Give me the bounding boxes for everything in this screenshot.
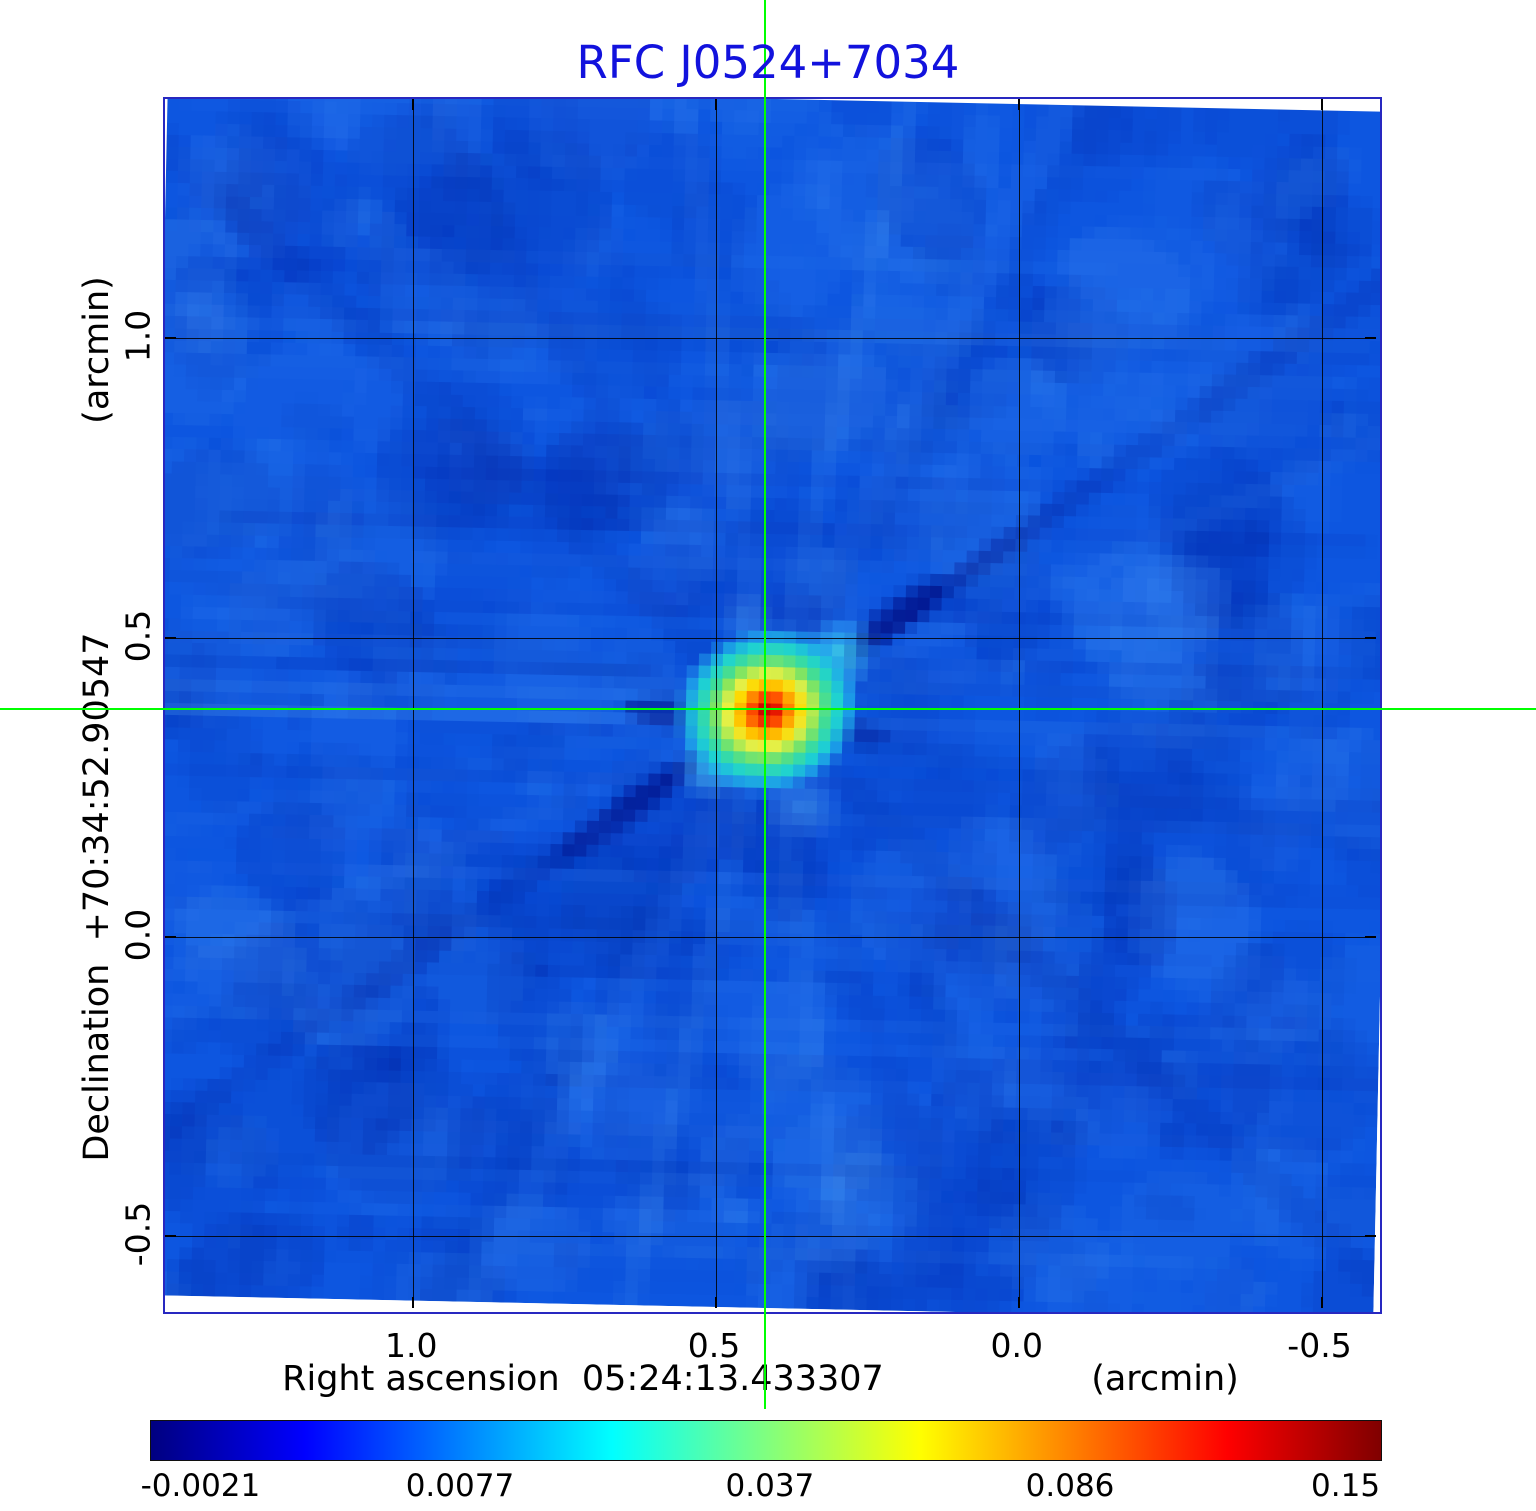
axis-tick: [412, 1297, 415, 1308]
y-tick-label: 1.0: [118, 310, 158, 363]
colorbar-tick-label: 0.037: [725, 1468, 815, 1504]
colorbar: [150, 1420, 1382, 1461]
gridline-vertical: [716, 99, 717, 1308]
x-axis-label: Right ascension 05:24:13.433307: [282, 1359, 884, 1399]
crosshair-vertical-line: [764, 0, 767, 1409]
axis-tick: [1017, 99, 1020, 110]
y-tick-label: -0.5: [118, 1201, 158, 1267]
gridline-vertical: [413, 99, 415, 1308]
x-tick-label: 0.0: [990, 1326, 1043, 1365]
colorbar-tick-label: 0.086: [1025, 1468, 1115, 1504]
gridline-vertical: [1321, 99, 1323, 1308]
x-axis-unit-label: (arcmin): [1091, 1359, 1239, 1399]
axis-tick: [1365, 1235, 1376, 1238]
crosshair-horizontal-line: [0, 707, 1536, 710]
colorbar-tick-label: 0.15: [1311, 1468, 1381, 1504]
axis-tick: [1320, 99, 1323, 110]
gridline-horizontal: [165, 1236, 1376, 1238]
plot-area: [163, 97, 1382, 1314]
gridline-horizontal: [165, 637, 1376, 639]
axis-tick: [165, 636, 176, 639]
axis-tick: [1365, 636, 1376, 639]
axis-tick: [1365, 935, 1376, 938]
colorbar-tick-label: 0.0077: [405, 1468, 515, 1504]
gridline-horizontal: [165, 936, 1376, 938]
y-axis-label: Declination +70:34:52.90547: [77, 632, 117, 1162]
gridline-vertical: [1018, 99, 1020, 1308]
y-tick-label: 0.5: [118, 609, 158, 662]
axis-tick: [412, 99, 415, 110]
y-axis-unit-label: (arcmin): [77, 276, 117, 424]
y-tick-label: 0.0: [118, 908, 158, 962]
axis-tick: [165, 935, 176, 938]
axis-tick: [715, 1297, 717, 1308]
axis-tick: [1365, 337, 1376, 340]
axis-tick: [715, 99, 717, 110]
grid-overlay: [165, 99, 1376, 1308]
axis-tick: [1017, 1297, 1020, 1308]
x-tick-label: -0.5: [1287, 1326, 1352, 1365]
axis-tick: [165, 337, 176, 340]
gridline-horizontal: [165, 338, 1376, 340]
colorbar-tick-label: -0.0021: [140, 1468, 261, 1504]
plot-title: RFC J0524+7034: [576, 36, 960, 89]
axis-tick: [165, 1235, 176, 1238]
axis-tick: [1320, 1297, 1323, 1308]
